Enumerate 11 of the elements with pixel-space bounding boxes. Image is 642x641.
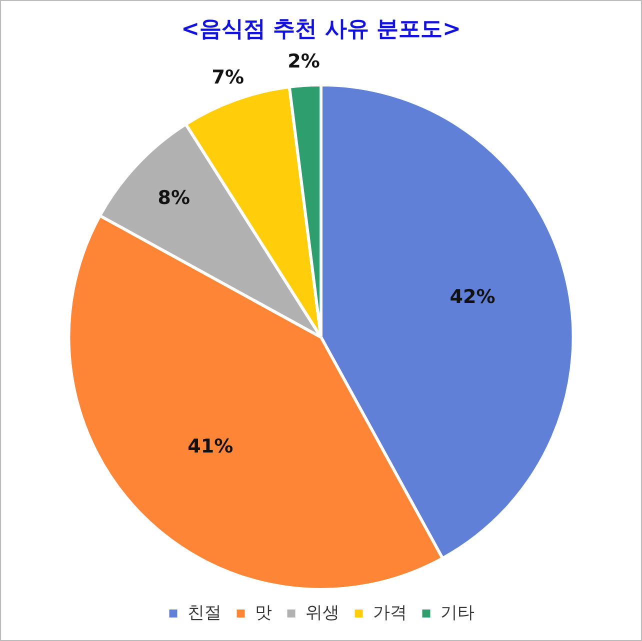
data-label: 2% <box>288 50 320 73</box>
legend-label: 기타 <box>440 602 474 623</box>
legend-label: 친절 <box>187 602 222 623</box>
legend-label: 위생 <box>305 602 340 623</box>
legend-label: 맛 <box>254 602 272 623</box>
data-label: 7% <box>212 66 244 88</box>
chart-title: <음식점 추천 사유 분포도> <box>181 16 461 42</box>
data-label: 42% <box>450 286 496 308</box>
data-label: 8% <box>158 186 190 209</box>
legend-label: 가격 <box>372 602 407 623</box>
data-label: 41% <box>188 436 234 458</box>
